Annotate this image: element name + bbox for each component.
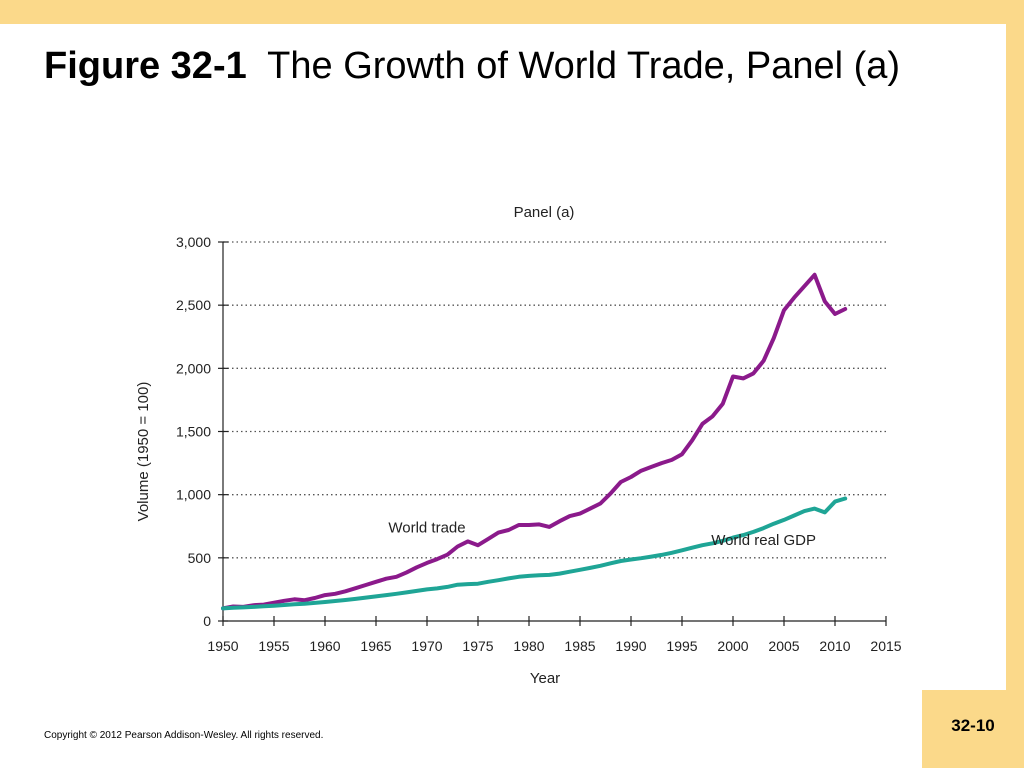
y-tick-label: 2,000 (176, 360, 211, 376)
x-tick-label: 1975 (462, 638, 493, 654)
x-tick-label: 1995 (666, 638, 697, 654)
x-tick-label: 1980 (513, 638, 544, 654)
y-tick-label: 1,500 (176, 424, 211, 440)
x-tick-label: 2015 (870, 638, 901, 654)
x-tick-label: 1985 (564, 638, 595, 654)
x-tick-label: 1990 (615, 638, 646, 654)
page-number-box (922, 690, 1024, 768)
right-accent-bar (1006, 24, 1024, 690)
x-tick-label: 2005 (768, 638, 799, 654)
y-tick-label: 500 (188, 550, 212, 566)
series-line-world-real-gdp (221, 496, 848, 611)
x-tick-label: 1950 (207, 638, 238, 654)
figure-caption: The Growth of World Trade, Panel (a) (267, 45, 901, 87)
series-annotation: World real GDP (711, 532, 816, 549)
x-axis-label: Year (530, 670, 560, 687)
x-tick-label: 1955 (258, 638, 289, 654)
y-tick-label: 3,000 (176, 234, 211, 250)
slide-title: Figure 32-1 The Growth of World Trade, P… (44, 44, 944, 88)
figure-number: Figure 32-1 (44, 45, 247, 87)
series-annotation: World trade (388, 520, 465, 537)
series-line-world-trade (221, 272, 848, 611)
x-tick-label: 1960 (309, 638, 340, 654)
x-tick-label: 2000 (717, 638, 748, 654)
y-tick-label: 0 (203, 613, 211, 629)
y-tick-label: 2,500 (176, 297, 211, 313)
top-accent-bar (0, 0, 1024, 24)
copyright-notice: Copyright © 2012 Pearson Addison-Wesley.… (44, 730, 324, 741)
chart-title: Panel (a) (514, 204, 575, 221)
x-tick-label: 1970 (411, 638, 442, 654)
page-number: 32-10 (951, 716, 995, 735)
y-tick-label: 1,000 (176, 487, 211, 503)
x-tick-label: 1965 (360, 638, 391, 654)
y-axis-label: Volume (1950 = 100) (135, 382, 152, 522)
x-tick-label: 2010 (819, 638, 850, 654)
